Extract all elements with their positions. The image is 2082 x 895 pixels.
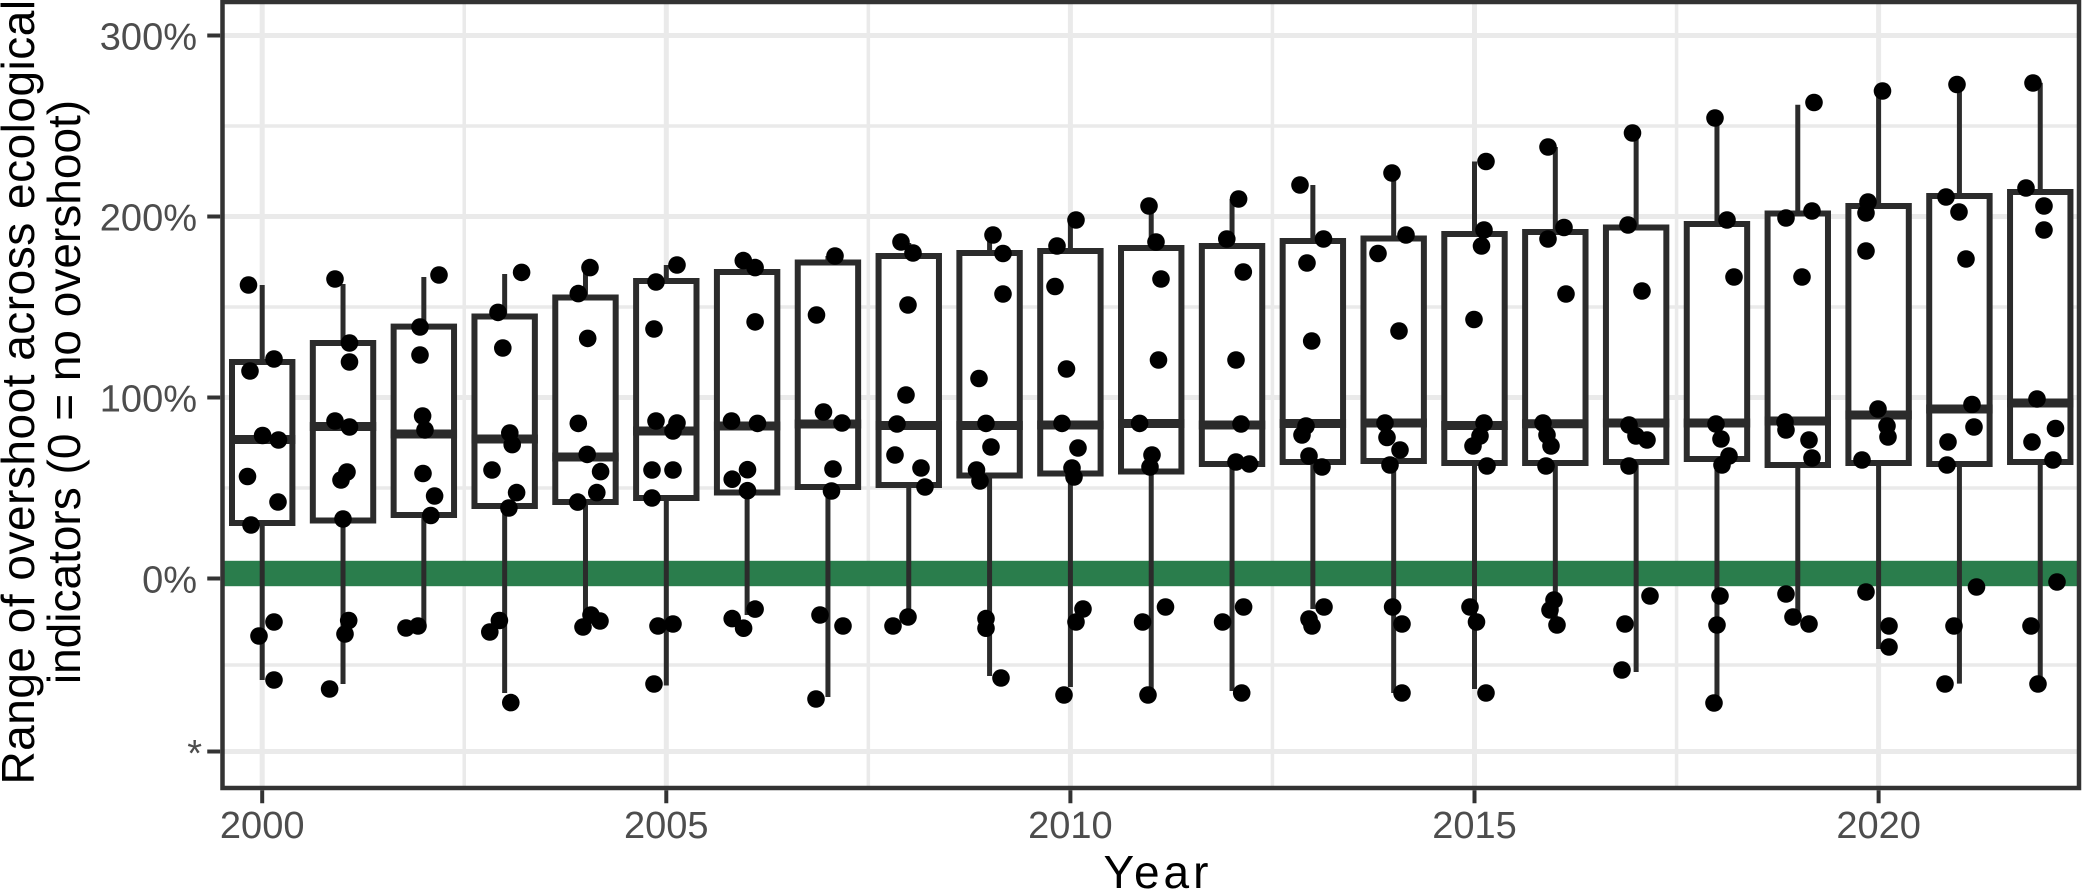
svg-text:Year: Year xyxy=(1104,846,1213,890)
svg-text:2020: 2020 xyxy=(1836,805,1921,847)
svg-text:2000: 2000 xyxy=(220,805,305,847)
svg-text:2015: 2015 xyxy=(1432,805,1517,847)
svg-text:0%: 0% xyxy=(142,560,197,602)
svg-text:100%: 100% xyxy=(100,379,197,421)
svg-text:2010: 2010 xyxy=(1028,805,1113,847)
svg-text:Range of overshoot across ecol: Range of overshoot across ecological xyxy=(0,0,44,785)
svg-text:indicators (0 = no overshoot): indicators (0 = no overshoot) xyxy=(38,100,90,684)
svg-text:2005: 2005 xyxy=(624,805,709,847)
svg-text:*: * xyxy=(187,733,202,775)
svg-text:200%: 200% xyxy=(100,198,197,240)
svg-text:300%: 300% xyxy=(100,17,197,59)
